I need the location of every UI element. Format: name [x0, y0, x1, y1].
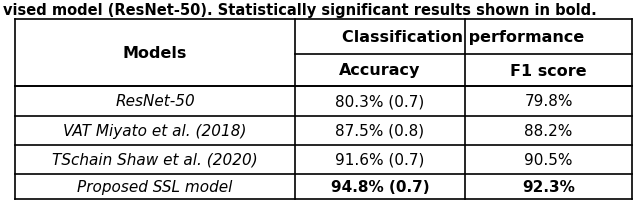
Text: 87.5% (0.8): 87.5% (0.8)	[335, 123, 424, 138]
Text: Classification performance: Classification performance	[342, 30, 584, 45]
Text: 88.2%: 88.2%	[524, 123, 573, 138]
Text: 80.3% (0.7): 80.3% (0.7)	[335, 94, 424, 109]
Text: TSchain Shaw et al. (2020): TSchain Shaw et al. (2020)	[52, 152, 258, 167]
Text: 79.8%: 79.8%	[524, 94, 573, 109]
Text: Models: Models	[123, 46, 187, 61]
Text: F1 score: F1 score	[510, 63, 587, 78]
Text: 92.3%: 92.3%	[522, 179, 575, 194]
Text: 90.5%: 90.5%	[524, 152, 573, 167]
Text: Accuracy: Accuracy	[339, 63, 420, 78]
Text: VAT Miyato et al. (2018): VAT Miyato et al. (2018)	[63, 123, 247, 138]
Text: vised model (ResNet-50). Statistically significant results shown in bold.: vised model (ResNet-50). Statistically s…	[3, 3, 596, 18]
Text: 91.6% (0.7): 91.6% (0.7)	[335, 152, 425, 167]
Text: Proposed SSL model: Proposed SSL model	[77, 179, 233, 194]
Text: ResNet-50: ResNet-50	[115, 94, 195, 109]
Text: 94.8% (0.7): 94.8% (0.7)	[331, 179, 429, 194]
